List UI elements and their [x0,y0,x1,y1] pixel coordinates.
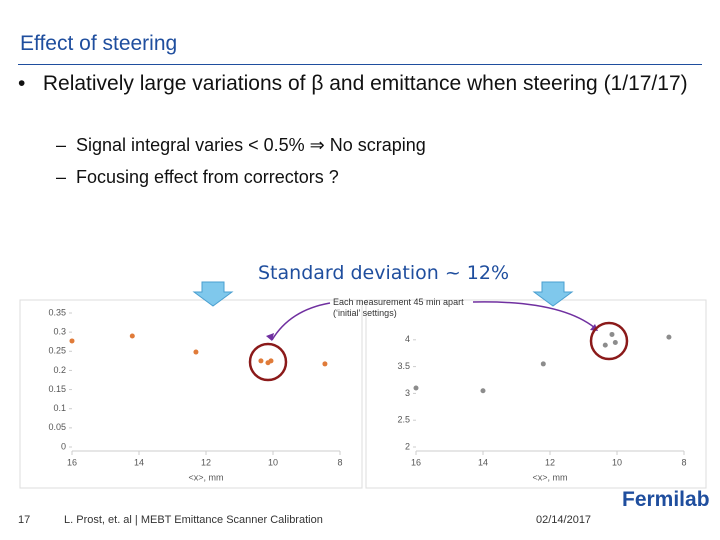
x-tick-label: 12 [201,457,211,467]
point [268,358,274,364]
title-rule [18,64,702,65]
y-tick-label: 0.15 [48,384,66,394]
bullet-text: Relatively large variations of β and emi… [42,72,688,95]
page-number: 17 [18,514,31,526]
x-tick-label: 8 [337,457,342,467]
arrow-down [192,281,234,307]
sub-bullet-text: Signal integral varies < 0.5% ⇒ No scrap… [76,135,426,155]
y-tick-label: 2.5 [397,415,410,425]
x-tick-label: 10 [612,457,622,467]
logo: Fermilab [622,488,710,511]
point [666,334,672,340]
point [612,339,618,345]
slide-title: Effect of steering [20,32,178,55]
y-tick-label: 2 [405,441,410,451]
x-tick-label: 8 [681,457,686,467]
point [413,385,419,391]
point [602,342,608,348]
pointer [472,301,596,329]
arrow-down [532,281,574,307]
pointer [271,302,331,341]
sub-bullet: – Signal integral varies < 0.5% ⇒ No scr… [56,135,426,155]
x-axis-label: <x>, mm [188,472,223,482]
point [480,388,486,394]
pointer-head [266,333,274,341]
bullet: • Relatively large variations of β and e… [18,72,688,95]
y-tick-label: 0.25 [48,346,66,356]
sub-bullet-text: Focusing effect from correctors ? [76,167,339,187]
x-tick-label: 12 [545,457,555,467]
x-tick-label: 16 [67,457,77,467]
x-tick-label: 14 [478,457,488,467]
y-tick-label: 0.3 [53,327,66,337]
point [609,331,615,337]
point [193,349,199,355]
y-tick-label: 0.35 [48,307,66,317]
y-tick-label: 4 [405,334,410,344]
point [540,361,546,367]
point [69,338,75,344]
footer-text: L. Prost, et. al | MEBT Emittance Scanne… [64,514,323,526]
chart-frame [19,299,363,489]
point [322,361,328,367]
y-tick-label: 0.2 [53,365,66,375]
y-tick-label: 0 [61,441,66,451]
sub-bullet: – Focusing effect from correctors ? [56,167,339,187]
x-tick-label: 10 [268,457,278,467]
y-tick-label: 0.05 [48,422,66,432]
highlight-circle [248,342,288,382]
chart-frame [365,299,707,489]
x-axis-label: <x>, mm [532,472,567,482]
y-tick-label: 3.5 [397,361,410,371]
annotation: Standard deviation ~ 12% [258,262,510,284]
point [258,358,264,364]
footer-date: 02/14/2017 [536,514,592,526]
annotation: Each measurement 45 min apart (‘initial’… [333,297,464,318]
highlight-circle [589,321,629,361]
y-tick-label: 3 [405,388,410,398]
x-tick-label: 16 [411,457,421,467]
point [129,333,135,339]
y-tick-label: 0.1 [53,403,66,413]
x-tick-label: 14 [134,457,144,467]
